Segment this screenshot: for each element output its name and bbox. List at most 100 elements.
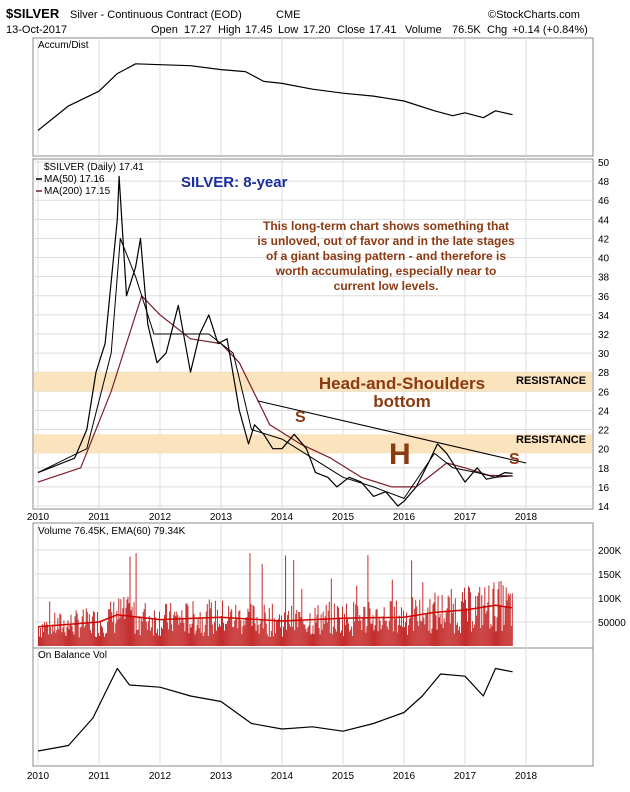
volume-bar [402, 610, 404, 646]
volume-bar [307, 627, 309, 646]
volume-bar [205, 611, 207, 646]
volume-bar [150, 627, 152, 646]
volume-bar [160, 635, 161, 646]
volume-bar [497, 589, 499, 646]
x-tick-label-price: 2012 [149, 512, 172, 523]
volume-bar [472, 621, 474, 646]
volume-bar [347, 617, 349, 646]
volume-bar [380, 629, 382, 646]
resistance-bands [34, 372, 592, 454]
volume-bar [134, 633, 136, 646]
volume-bar [435, 615, 437, 646]
volume-bar [54, 612, 56, 646]
volume-bar [288, 611, 290, 646]
price-y-tick-label: 40 [598, 254, 610, 265]
volume-bar [245, 618, 247, 646]
volume-bar [418, 626, 420, 646]
volume-bar [202, 636, 204, 646]
volume-bar [458, 626, 460, 646]
volume-bar [229, 617, 231, 646]
volume-bar [156, 628, 158, 646]
volume-bar [480, 628, 482, 646]
ma50-label: MA(50) 17.16 [44, 174, 105, 185]
x-tick-label-price: 2010 [27, 512, 50, 523]
volume-bar [276, 620, 278, 646]
volume-bar [133, 602, 135, 646]
volume-bar [68, 629, 70, 646]
volume-bar [369, 608, 371, 646]
volume-bar [306, 631, 308, 646]
volume-bar [96, 611, 98, 646]
open-value: 17.27 [184, 24, 212, 36]
volume-bar [154, 617, 156, 646]
volume-bar [87, 623, 89, 646]
comment-line-1: This long-term chart shows something tha… [263, 219, 509, 233]
volume-bar [255, 630, 257, 646]
high-value: 17.45 [245, 24, 273, 36]
volume-bar [210, 602, 212, 646]
price-y-tick-label: 28 [598, 368, 610, 379]
volume-bar [209, 608, 211, 646]
ma200-label: MA(200) 17.15 [44, 186, 111, 197]
volume-bar [243, 620, 245, 646]
accum-dist-line [37, 63, 513, 131]
volume-bar [200, 632, 202, 646]
volume-bar [455, 625, 457, 646]
volume-bar [324, 616, 326, 646]
volume-bar [339, 632, 341, 646]
volume-bar [38, 627, 39, 646]
volume-bar [509, 593, 511, 646]
volume-bar [63, 620, 65, 646]
volume-bar [263, 604, 265, 646]
volume-bar [383, 607, 385, 646]
volume-bar [195, 630, 197, 646]
volume-bar [473, 627, 475, 646]
volume-bar [128, 603, 130, 646]
volume-bar [511, 593, 513, 646]
volume-bar [474, 624, 476, 646]
volume-bar [116, 611, 118, 646]
volume-bar [43, 631, 45, 646]
volume-bar [433, 602, 435, 646]
volume-bar [386, 626, 388, 646]
volume-bar [240, 620, 242, 646]
volume-bar [92, 611, 94, 646]
x-tick-label-price: 2011 [88, 512, 110, 523]
volume-bar [302, 621, 304, 646]
volume-bar [196, 625, 198, 646]
price-y-tick-label: 38 [598, 273, 610, 284]
volume-bar [242, 626, 244, 646]
volume-bar [355, 604, 357, 646]
volume-bar [158, 611, 160, 646]
volume-bar [421, 621, 423, 646]
x-tick-label-price: 2017 [454, 512, 477, 523]
volume-bar [284, 612, 286, 646]
volume-bar [52, 624, 54, 646]
volume-bar [103, 632, 105, 646]
volume-bar [292, 626, 294, 646]
volume-value: 76.5K [452, 24, 481, 36]
x-tick-label-price: 2013 [210, 512, 233, 523]
price-y-tick-label: 32 [598, 330, 610, 341]
volume-bar [397, 625, 399, 646]
volume-bar [320, 614, 322, 646]
ma200-line [37, 295, 513, 488]
volume-bar [437, 595, 439, 646]
volume-bar [268, 607, 270, 646]
volume-bar [291, 605, 293, 646]
volume-bar [334, 628, 336, 646]
volume-bar [231, 609, 233, 646]
volume-bar [270, 630, 272, 646]
volume-bar [379, 620, 381, 646]
volume-bar [101, 625, 103, 646]
volume-bar [161, 627, 163, 646]
axis-ticks: 2010201020112011201220122013201320142014… [27, 158, 626, 782]
volume-bar [298, 611, 300, 646]
volume-bar [332, 626, 334, 646]
volume-bar [218, 623, 220, 646]
volume-bar [144, 602, 146, 646]
symbol-text: $SILVER [6, 6, 60, 21]
volume-bar [283, 626, 285, 646]
volume-bar [165, 603, 167, 646]
